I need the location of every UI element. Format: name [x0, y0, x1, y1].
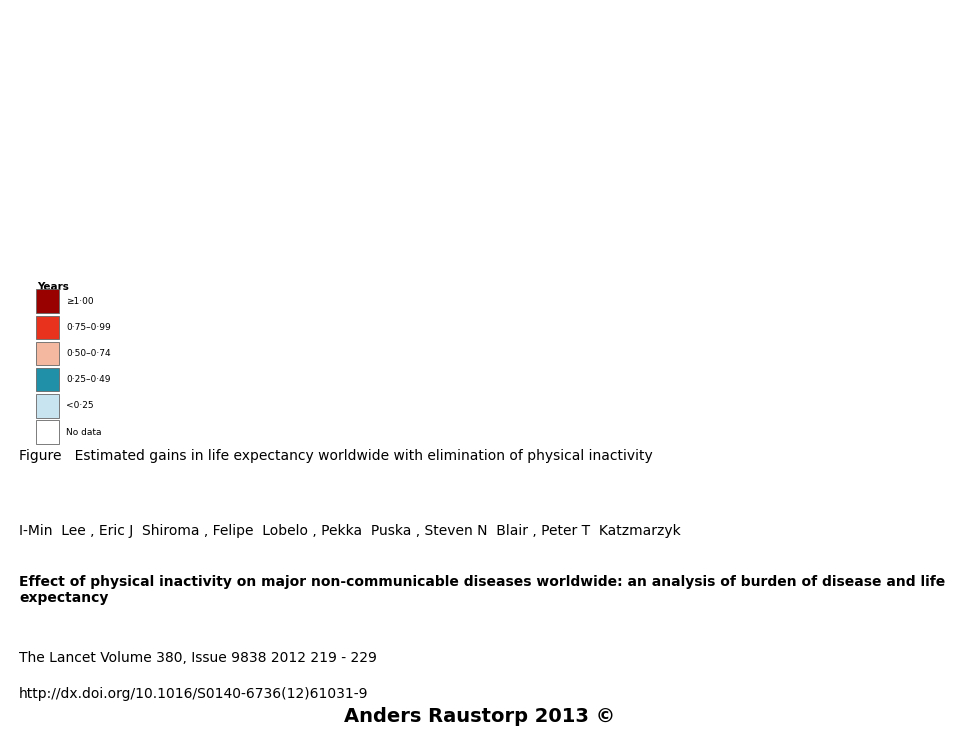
- Text: Figure   Estimated gains in life expectancy worldwide with elimination of physic: Figure Estimated gains in life expectanc…: [19, 448, 653, 463]
- Text: 0·75–0·99: 0·75–0·99: [66, 323, 111, 331]
- Bar: [36, 315, 59, 339]
- Bar: [36, 368, 59, 391]
- Text: Years: Years: [37, 282, 69, 292]
- Text: 0·25–0·49: 0·25–0·49: [66, 375, 110, 384]
- Bar: [36, 420, 59, 444]
- Text: No data: No data: [66, 428, 102, 437]
- Text: 0·50–0·74: 0·50–0·74: [66, 349, 110, 358]
- Text: Effect of physical inactivity on major non-communicable diseases worldwide: an a: Effect of physical inactivity on major n…: [19, 576, 946, 606]
- Text: I-Min  Lee , Eric J  Shiroma , Felipe  Lobelo , Pekka  Puska , Steven N  Blair ,: I-Min Lee , Eric J Shiroma , Felipe Lobe…: [19, 524, 681, 538]
- Bar: [36, 342, 59, 365]
- Text: http://dx.doi.org/10.1016/S0140-6736(12)61031-9: http://dx.doi.org/10.1016/S0140-6736(12)…: [19, 686, 369, 700]
- Text: Anders Raustorp 2013 ©: Anders Raustorp 2013 ©: [345, 707, 615, 726]
- Text: ≥1·00: ≥1·00: [66, 297, 94, 306]
- Text: <0·25: <0·25: [66, 401, 94, 410]
- Bar: [36, 290, 59, 312]
- Bar: [36, 394, 59, 417]
- Text: The Lancet Volume 380, Issue 9838 2012 219 - 229: The Lancet Volume 380, Issue 9838 2012 2…: [19, 650, 377, 664]
